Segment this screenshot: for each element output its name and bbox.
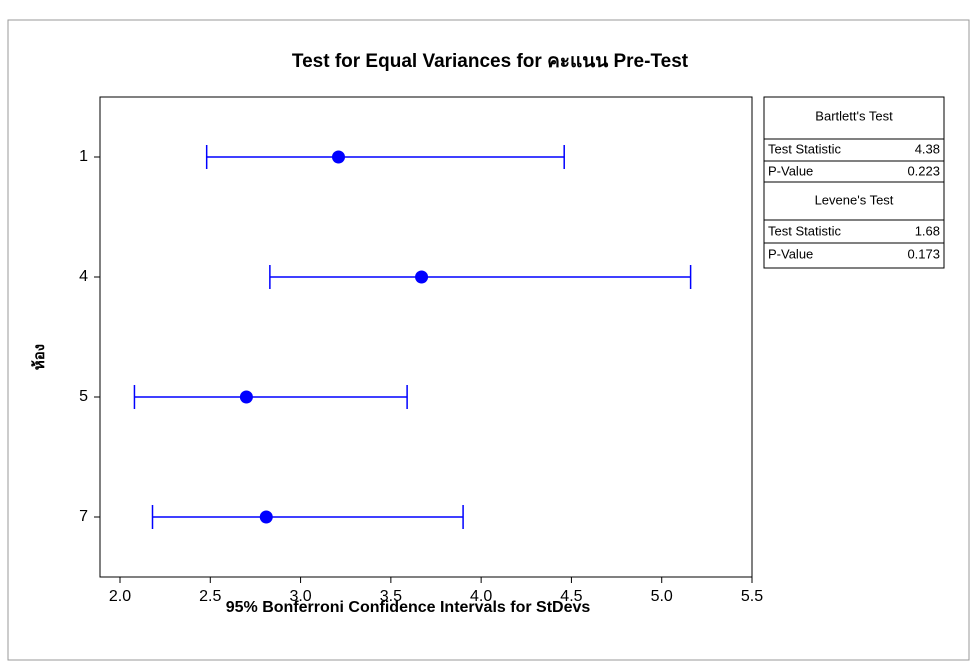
estimate-point: [239, 390, 253, 404]
x-axis-label: 95% Bonferroni Confidence Intervals for …: [226, 599, 591, 616]
test-row-label: Test Statistic: [768, 141, 841, 156]
x-tick-label: 4.5: [560, 588, 582, 605]
test-row-value: 4.38: [915, 141, 940, 156]
estimate-point: [415, 270, 429, 284]
chart-title: Test for Equal Variances for คะแนน Pre-T…: [292, 51, 689, 72]
test-title: Levene's Test: [815, 192, 894, 207]
x-tick-label: 3.5: [380, 588, 402, 605]
test-row-value: 1.68: [915, 223, 940, 238]
x-tick-label: 3.0: [289, 588, 311, 605]
x-tick-label: 5.5: [741, 588, 763, 605]
test-row-value: 0.223: [907, 163, 940, 178]
y-tick-label: 1: [79, 148, 88, 165]
x-tick-label: 2.0: [109, 588, 131, 605]
y-axis-label: ห้อง: [31, 344, 48, 370]
y-tick-label: 5: [79, 388, 88, 405]
outer-frame: [7, 19, 970, 661]
estimate-point: [331, 150, 345, 164]
test-row-label: Test Statistic: [768, 223, 841, 238]
estimate-point: [259, 510, 273, 524]
y-tick-label: 4: [79, 268, 88, 285]
x-tick-label: 5.0: [651, 588, 673, 605]
test-row-label: P-Value: [768, 246, 813, 261]
x-tick-label: 2.5: [199, 588, 221, 605]
plot-frame: [99, 96, 753, 578]
test-row-label: P-Value: [768, 163, 813, 178]
test-title: Bartlett's Test: [815, 108, 893, 123]
y-tick-label: 7: [79, 508, 88, 525]
test-row-value: 0.173: [907, 246, 940, 261]
x-tick-label: 4.0: [470, 588, 492, 605]
